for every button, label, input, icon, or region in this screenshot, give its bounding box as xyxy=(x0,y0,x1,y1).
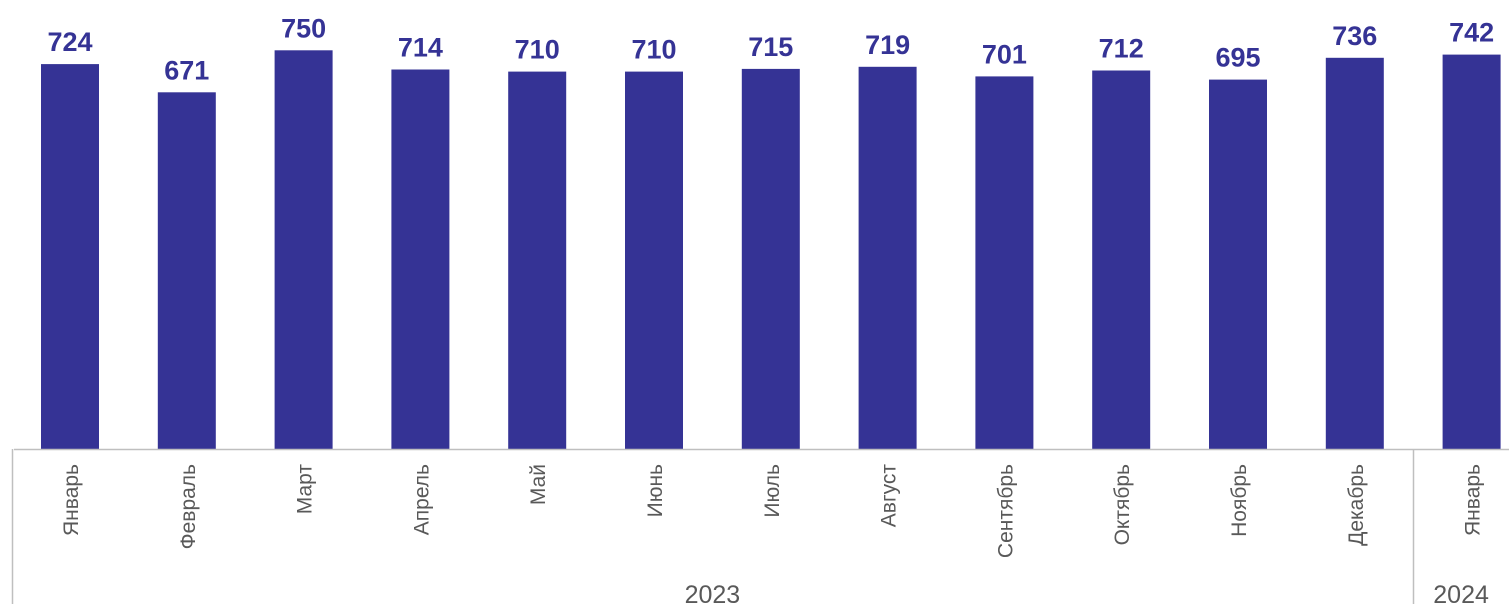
category-label-8: Сентябрь xyxy=(994,464,1017,558)
bar-4 xyxy=(508,71,567,449)
category-label-9: Октябрь xyxy=(1111,464,1134,545)
category-label-7: Август xyxy=(878,464,901,528)
value-label-7: 719 xyxy=(865,30,910,60)
category-label-2: Март xyxy=(294,464,317,515)
bar-8 xyxy=(975,76,1034,450)
bar-2 xyxy=(274,50,333,450)
category-label-4: Май xyxy=(527,464,550,505)
bar-3 xyxy=(391,69,450,449)
group-labels-layer: 2023 2024 xyxy=(685,581,1489,609)
bar-6 xyxy=(741,68,800,450)
category-labels-layer: Январь Февраль Март Апрель Май Июнь Июль Август… xyxy=(60,464,1485,558)
group-label-1: 2024 xyxy=(1433,581,1489,609)
value-label-6: 715 xyxy=(748,32,793,62)
value-label-4: 710 xyxy=(515,35,560,65)
value-label-12: 742 xyxy=(1449,18,1494,48)
category-label-0: Январь xyxy=(60,464,83,536)
category-label-12: Январь xyxy=(1462,464,1485,536)
bar-10 xyxy=(1209,79,1267,449)
category-label-1: Февраль xyxy=(177,464,200,549)
value-label-5: 710 xyxy=(631,35,676,65)
category-label-10: Ноябрь xyxy=(1228,464,1251,537)
value-label-2: 750 xyxy=(281,13,326,43)
value-label-8: 701 xyxy=(982,39,1027,69)
category-label-11: Декабрь xyxy=(1345,464,1368,546)
value-label-11: 736 xyxy=(1332,21,1377,51)
value-label-10: 695 xyxy=(1215,43,1260,73)
bar-7 xyxy=(858,66,917,450)
group-label-0: 2023 xyxy=(685,581,741,609)
value-label-0: 724 xyxy=(47,27,92,57)
bar-11 xyxy=(1325,57,1384,450)
value-label-9: 712 xyxy=(1099,34,1144,64)
bar-5 xyxy=(625,71,683,449)
category-label-3: Апрель xyxy=(410,464,433,535)
bar-0 xyxy=(41,64,99,449)
category-label-5: Июнь xyxy=(644,464,667,517)
value-labels-layer: 724 671 750 714 710 710 715 719 701 712 695 736 742 xyxy=(47,13,1494,85)
bars-layer xyxy=(41,50,1501,450)
bar-12 xyxy=(1442,54,1501,449)
bar-9 xyxy=(1092,70,1151,449)
bar-1 xyxy=(157,92,216,450)
category-label-6: Июль xyxy=(761,464,784,518)
value-label-1: 671 xyxy=(164,55,209,85)
value-label-3: 714 xyxy=(398,33,443,63)
x-axis xyxy=(11,448,1509,604)
